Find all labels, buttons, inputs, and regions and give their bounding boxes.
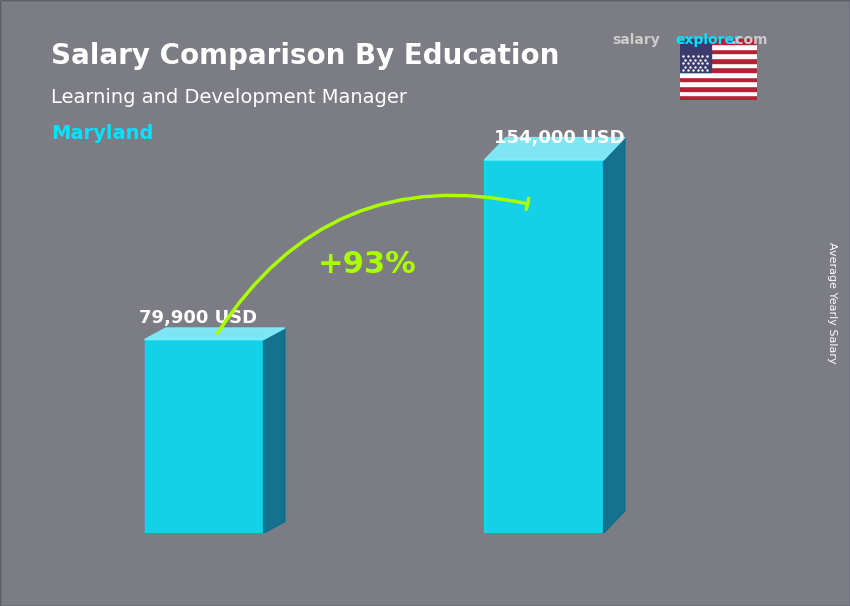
- Polygon shape: [604, 138, 625, 533]
- Text: Salary Comparison By Education: Salary Comparison By Education: [51, 42, 559, 70]
- Bar: [680, 39, 756, 44]
- Bar: [680, 72, 756, 77]
- Bar: [484, 160, 604, 533]
- Text: 154,000 USD: 154,000 USD: [494, 129, 625, 147]
- Text: Average Yearly Salary: Average Yearly Salary: [827, 242, 837, 364]
- Text: Learning and Development Manager: Learning and Development Manager: [51, 88, 407, 107]
- Bar: [680, 81, 756, 86]
- Text: explorer: explorer: [676, 33, 741, 47]
- Bar: [144, 339, 264, 533]
- Bar: [680, 53, 756, 58]
- Text: +93%: +93%: [318, 250, 416, 279]
- Bar: [680, 86, 756, 91]
- Bar: [680, 48, 756, 53]
- Bar: [680, 44, 756, 48]
- Polygon shape: [484, 138, 625, 160]
- Text: .com: .com: [731, 33, 768, 47]
- Bar: [680, 95, 756, 100]
- Bar: [680, 58, 756, 62]
- Bar: [680, 91, 756, 95]
- Polygon shape: [264, 328, 285, 533]
- Polygon shape: [144, 328, 285, 339]
- Bar: [680, 62, 756, 67]
- Text: Maryland: Maryland: [51, 124, 153, 143]
- Bar: [680, 67, 756, 72]
- Text: salary: salary: [612, 33, 660, 47]
- Bar: [680, 77, 756, 81]
- Text: 79,900 USD: 79,900 USD: [139, 308, 257, 327]
- Bar: [680, 39, 711, 72]
